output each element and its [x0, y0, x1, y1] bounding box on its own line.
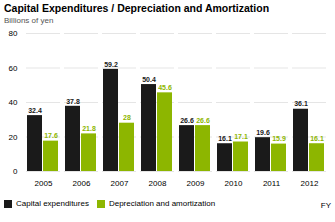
svg-text:26.6: 26.6: [196, 117, 210, 124]
html-text:FY: FY: [320, 201, 331, 210]
svg-text:2010: 2010: [225, 179, 243, 187]
svg-text:59.2: 59.2: [104, 61, 118, 68]
svg-text:16.1: 16.1: [310, 135, 324, 142]
svg-text:45.6: 45.6: [158, 84, 172, 91]
svg-text:80: 80: [9, 29, 18, 38]
svg-text:16.1: 16.1: [218, 135, 232, 142]
svg-text:15.9: 15.9: [272, 135, 286, 142]
svg-text:60: 60: [9, 64, 18, 73]
html-text:Depreciation and amortization: Depreciation and amortization: [108, 199, 216, 208]
svg-text:40: 40: [9, 98, 18, 107]
html-text:Capital expenditures: Capital expenditures: [16, 199, 89, 208]
html-text:Capital Expenditures / Depreci: Capital Expenditures / Depreciation and …: [4, 2, 270, 14]
svg-text:50.4: 50.4: [142, 76, 156, 83]
svg-text:2008: 2008: [149, 179, 167, 187]
html-text:Billions of yen: Billions of yen: [4, 16, 54, 25]
svg-text:2011: 2011: [263, 179, 281, 187]
svg-text:2007: 2007: [111, 179, 129, 187]
svg-text:37.8: 37.8: [66, 98, 80, 105]
svg-text:20: 20: [9, 133, 18, 142]
svg-text:32.4: 32.4: [28, 107, 42, 114]
svg-text:0: 0: [13, 167, 18, 176]
svg-text:19.6: 19.6: [256, 129, 270, 136]
svg-text:2012: 2012: [301, 179, 319, 187]
svg-text:2009: 2009: [187, 179, 205, 187]
svg-text:17.1: 17.1: [234, 133, 248, 140]
svg-text:26.6: 26.6: [180, 117, 194, 124]
svg-text:21.8: 21.8: [82, 125, 96, 132]
svg-text:2005: 2005: [35, 179, 53, 187]
svg-text:28: 28: [123, 114, 131, 121]
svg-text:36.1: 36.1: [294, 100, 308, 107]
svg-text:17.6: 17.6: [44, 132, 58, 139]
svg-text:2006: 2006: [73, 179, 91, 187]
